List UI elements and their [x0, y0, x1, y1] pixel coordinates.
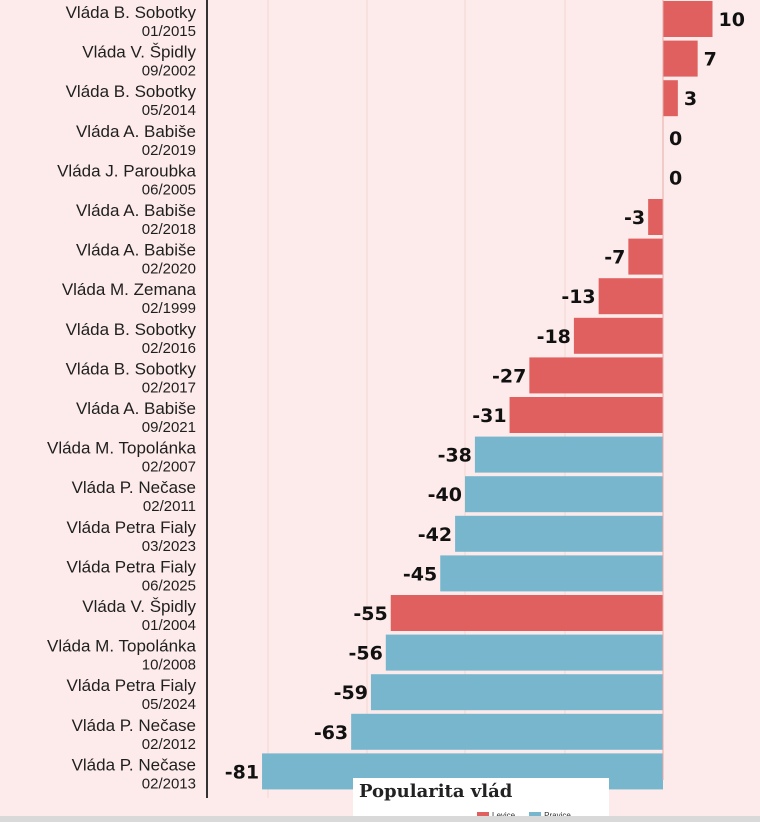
bar [385, 634, 663, 671]
bar [474, 436, 663, 473]
bar [663, 1, 713, 37]
value-label: 0 [669, 128, 682, 150]
category-label: Vláda P. Nečase [72, 716, 196, 735]
value-label: -3 [624, 207, 645, 229]
chart-legend: Popularita vlád Levice Pravice [353, 778, 609, 822]
category-date: 09/2021 [142, 419, 196, 436]
value-label: -7 [604, 247, 625, 269]
category-label: Vláda V. Špidly [82, 597, 196, 616]
category-label: Vláda M. Topolánka [47, 637, 197, 656]
category-label: Vláda P. Nečase [72, 755, 196, 774]
category-date: 02/1999 [142, 300, 196, 317]
category-date: 02/2019 [142, 142, 196, 159]
bar [509, 397, 663, 433]
value-label: -59 [334, 682, 368, 704]
value-label: -42 [418, 524, 452, 546]
category-date: 05/2024 [142, 696, 196, 713]
category-label: Vláda B. Sobotky [66, 82, 197, 101]
value-label: -27 [492, 365, 526, 387]
value-label: -40 [428, 484, 462, 506]
category-date: 05/2014 [142, 102, 196, 119]
value-label: -55 [353, 603, 387, 625]
legend-swatch-pravice [529, 811, 542, 820]
bar [465, 476, 663, 513]
bar [390, 595, 663, 631]
category-label: Vláda B. Sobotky [66, 359, 197, 378]
category-date: 06/2005 [142, 181, 196, 198]
bottom-scroll-strip [0, 816, 760, 822]
category-date: 06/2025 [142, 577, 196, 594]
chart-title: Popularita vlád [359, 781, 513, 802]
value-label: 10 [719, 9, 745, 31]
bar [455, 515, 663, 552]
bar [370, 674, 663, 711]
legend-item-pravice: Pravice [529, 811, 571, 820]
bar [573, 317, 663, 354]
category-label: Vláda B. Sobotky [66, 3, 197, 22]
category-date: 10/2008 [142, 657, 196, 674]
legend-label-levice: Levice [492, 811, 515, 820]
category-date: 03/2023 [142, 538, 196, 555]
value-label: -45 [403, 563, 437, 585]
bar [648, 199, 663, 235]
bar [529, 357, 663, 394]
category-label: Vláda M. Topolánka [47, 439, 197, 458]
category-label: Vláda V. Špidly [82, 43, 196, 62]
legend-swatch-levice [477, 811, 489, 820]
category-date: 02/2012 [142, 736, 196, 753]
value-label: -56 [348, 643, 382, 665]
category-label: Vláda Petra Fialy [67, 676, 197, 695]
category-date: 02/2020 [142, 261, 196, 278]
category-label: Vláda Petra Fialy [67, 557, 197, 576]
category-date: 02/2011 [143, 498, 196, 515]
value-label: -38 [438, 445, 472, 467]
category-label: Vláda A. Babiše [76, 399, 196, 418]
category-label: Vláda A. Babiše [76, 201, 196, 220]
category-label: Vláda A. Babiše [76, 241, 196, 260]
category-date: 02/2007 [142, 459, 196, 476]
category-date: 02/2017 [142, 379, 196, 396]
category-date: 09/2002 [142, 63, 196, 80]
legend-label-pravice: Pravice [544, 811, 571, 820]
bar [663, 80, 678, 117]
category-label: Vláda M. Zemana [62, 280, 197, 299]
value-label: -63 [314, 722, 348, 744]
legend-item-levice: Levice [477, 811, 515, 820]
category-label: Vláda J. Paroubka [57, 161, 196, 180]
category-date: 01/2015 [142, 23, 196, 40]
category-label: Vláda A. Babiše [76, 122, 196, 141]
category-label: Vláda P. Nečase [72, 478, 196, 497]
value-label: -13 [561, 286, 595, 308]
category-date: 01/2004 [142, 617, 196, 634]
category-date: 02/2013 [142, 775, 196, 792]
value-label: -18 [537, 326, 571, 348]
bar [598, 278, 663, 315]
category-date: 02/2016 [142, 340, 196, 357]
category-date: 02/2018 [142, 221, 196, 238]
bar [663, 40, 698, 77]
value-label: 0 [669, 167, 682, 189]
value-label: -81 [225, 761, 259, 783]
value-label: 3 [684, 88, 697, 110]
value-label: 7 [704, 49, 717, 71]
category-label: Vláda Petra Fialy [67, 518, 197, 537]
value-label: -31 [472, 405, 506, 427]
bar [440, 555, 663, 592]
bar [628, 238, 663, 275]
category-label: Vláda B. Sobotky [66, 320, 197, 339]
bar [351, 713, 663, 750]
